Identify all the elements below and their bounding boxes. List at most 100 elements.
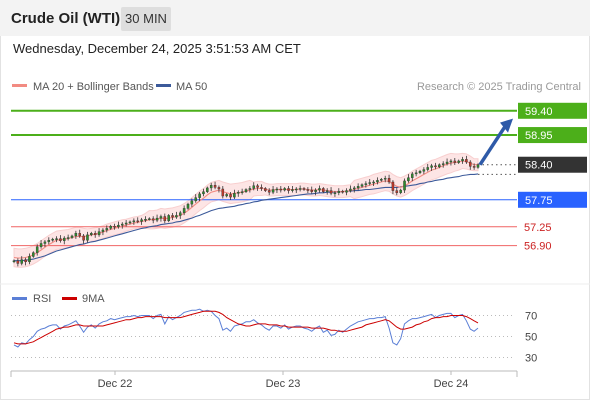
candle-body [136, 220, 139, 223]
candle-body [333, 192, 337, 194]
candle-body [434, 165, 437, 168]
candle-body [472, 166, 476, 168]
rsi-ma-legend-swatch [62, 297, 77, 300]
candle-body [20, 259, 23, 264]
candle-body [476, 164, 480, 168]
candle-body [198, 193, 201, 198]
candle-body [337, 190, 341, 193]
candle-body [356, 186, 360, 189]
resistance-tag-58-95 [518, 127, 587, 144]
forecast-arrow-layer [478, 118, 513, 166]
candle-body [345, 190, 348, 193]
candles-layer [12, 155, 480, 267]
candle-body [322, 188, 325, 192]
candle-body [24, 259, 27, 263]
candle-body [430, 165, 433, 168]
candle-body [275, 188, 279, 191]
candle-body [28, 256, 31, 263]
candle-body [438, 164, 441, 168]
last-price-tag-label: 58.40 [525, 160, 553, 172]
candle-body [132, 220, 136, 223]
candle-body [368, 182, 371, 184]
pivot-tag-57-75 [518, 191, 587, 208]
rsi-legend-swatch [12, 297, 27, 300]
candle-body [395, 190, 399, 193]
candle-body [306, 189, 310, 191]
ma50-legend-swatch [156, 84, 171, 87]
candle-body [399, 189, 402, 193]
time-tick-label: Dec 22 [98, 378, 133, 390]
candle-body [117, 224, 120, 227]
candle-body [32, 252, 35, 257]
candle-body [229, 194, 232, 198]
candle-body [329, 190, 333, 194]
candle-body [101, 229, 105, 232]
last-price-tag [518, 156, 587, 173]
candle-body [140, 219, 143, 222]
candle-body [43, 241, 47, 244]
candle-body [325, 190, 329, 192]
rsi-tick-50: 50 [525, 332, 537, 344]
forecast-arrow-shaft [478, 125, 507, 166]
candle-body [426, 167, 429, 170]
candle-body [128, 221, 132, 224]
candle-body [267, 190, 271, 193]
candle-body [302, 188, 306, 190]
resistance-tag-label-58-95: 58.95 [525, 130, 553, 142]
candle-body [167, 215, 170, 222]
candle-body [66, 237, 70, 239]
candle-body [51, 238, 54, 241]
candle-body [225, 194, 228, 197]
candle-body [283, 188, 286, 191]
candle-body [291, 189, 294, 191]
rsi-tick-70: 70 [525, 311, 537, 323]
candle-body [121, 223, 124, 226]
candle-body [163, 216, 167, 222]
candle-body [74, 233, 78, 237]
candle-body [70, 235, 74, 238]
candle-body [213, 185, 217, 188]
candle-body [271, 189, 275, 193]
candle-body [422, 169, 426, 172]
candle-body [445, 161, 449, 164]
candle-body [90, 233, 93, 236]
candle-body [295, 188, 298, 191]
time-tick-label: Dec 24 [434, 378, 469, 390]
candle-body [202, 191, 205, 195]
candle-body [217, 187, 221, 190]
candle-body [387, 178, 391, 183]
support-label-56-90: 56.90 [524, 241, 552, 253]
candle-body [383, 178, 387, 180]
candle-body [279, 188, 283, 191]
candle-body [155, 217, 159, 221]
candle-body [39, 243, 43, 247]
candle-body [252, 185, 255, 189]
bollinger-band [13, 152, 479, 268]
candle-body [314, 189, 317, 192]
candle-body [194, 197, 197, 202]
candle-body [414, 172, 418, 175]
candle-body [221, 188, 225, 197]
candle-body [465, 159, 468, 163]
rsi-panel: 70 50 30 [11, 308, 537, 365]
support-label-57-25: 57.25 [524, 222, 552, 234]
levels-layer [11, 109, 517, 247]
candle-body [16, 260, 20, 264]
candle-body [144, 219, 147, 221]
resistance-tag-59-40 [518, 102, 587, 119]
candle-body [240, 191, 244, 193]
datetime-label: Wednesday, December 24, 2025 3:51:53 AM … [13, 41, 301, 56]
candle-body [159, 216, 163, 219]
timeframe-selector[interactable]: 30 MIN [121, 7, 171, 31]
candle-body [206, 187, 209, 192]
candle-body [256, 185, 259, 188]
candle-body [171, 215, 174, 218]
candle-body [179, 212, 182, 216]
candle-body [310, 189, 313, 192]
rsi-ma-legend-label: 9MA [82, 293, 105, 305]
candle-body [124, 222, 128, 225]
candle-body [349, 188, 352, 191]
candle-body [182, 208, 186, 213]
candle-body [360, 184, 364, 187]
